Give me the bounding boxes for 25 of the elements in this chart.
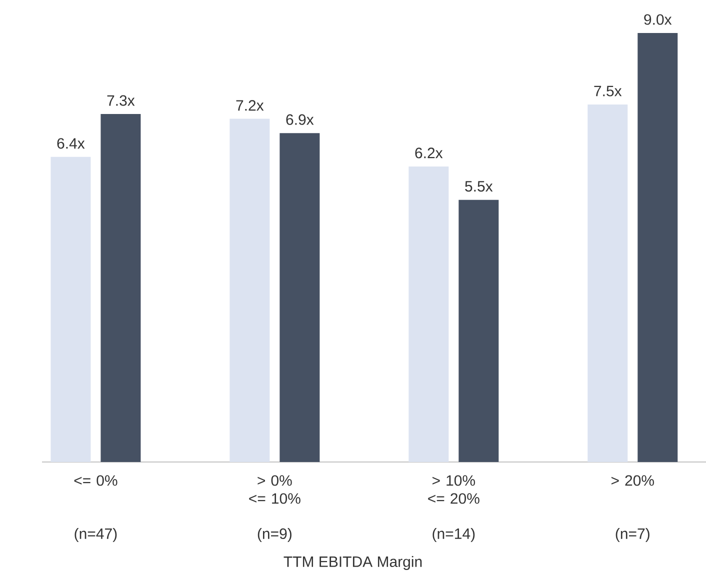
text: (n=9) bbox=[258, 528, 292, 542]
data-label: 7.2x bbox=[236, 100, 264, 111]
bar bbox=[458, 200, 499, 462]
bar bbox=[280, 133, 320, 462]
x-tick-label: > 0% <= 10% bbox=[249, 475, 300, 504]
bar bbox=[408, 166, 449, 462]
data-label: 9.0x bbox=[644, 14, 672, 25]
data-label: 6.2x bbox=[415, 148, 443, 158]
bar bbox=[588, 104, 628, 462]
data-label: 5.5x bbox=[465, 181, 493, 192]
data-label: 7.5x bbox=[594, 86, 622, 96]
bar bbox=[230, 118, 270, 462]
x-tick-label: > 20% bbox=[611, 475, 654, 486]
bar bbox=[638, 33, 678, 462]
bar bbox=[50, 156, 91, 462]
text: (n=7) bbox=[616, 528, 650, 542]
x-axis-title: TTM EBITDA Margin bbox=[284, 556, 422, 570]
data-label: 6.4x bbox=[57, 138, 85, 149]
text: (n=47) bbox=[74, 528, 117, 542]
x-tick-label: <= 0% bbox=[74, 475, 118, 486]
x-tick-label: > 10% <= 20% bbox=[428, 475, 480, 504]
bar bbox=[100, 114, 141, 462]
data-label: 7.3x bbox=[107, 95, 135, 106]
data-label: 6.9x bbox=[286, 114, 314, 125]
text: (n=14) bbox=[432, 528, 475, 542]
